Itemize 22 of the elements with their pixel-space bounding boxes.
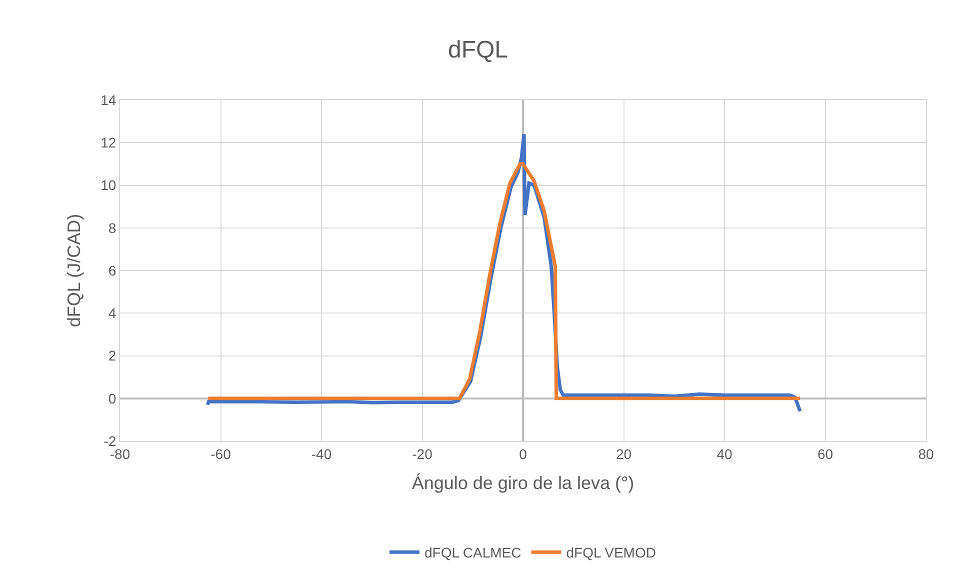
chart-title: dFQL	[448, 36, 508, 64]
y-tick-label: 0	[108, 390, 116, 406]
y-tick-label: 2	[108, 348, 116, 364]
y-axis-title: dFQL (J/CAD)	[64, 214, 84, 328]
line-series	[206, 162, 802, 400]
x-axis-title: Ángulo de giro de la leva (°)	[412, 472, 634, 493]
y-tick-label: 10	[100, 177, 116, 194]
x-tick-label: 40	[716, 446, 732, 462]
legend-label: dFQL CALMEC	[424, 544, 522, 561]
x-tick-label: -40	[311, 446, 332, 462]
y-tick-label: 12	[100, 134, 116, 151]
y-tick-label: 4	[108, 305, 116, 322]
x-tick-label: 0	[519, 446, 528, 462]
y-tick-label: 14	[100, 92, 116, 108]
x-tick-label: -20	[412, 446, 433, 462]
y-tick-label: 6	[108, 262, 116, 278]
x-tick-label: 80	[918, 446, 934, 462]
y-tick-label: 8	[108, 220, 116, 236]
x-tick-label: 60	[817, 446, 834, 462]
legend-label: dFQL VEMOD	[566, 544, 656, 561]
x-tick-label: -60	[210, 446, 232, 462]
x-tick-label: 20	[616, 446, 632, 462]
